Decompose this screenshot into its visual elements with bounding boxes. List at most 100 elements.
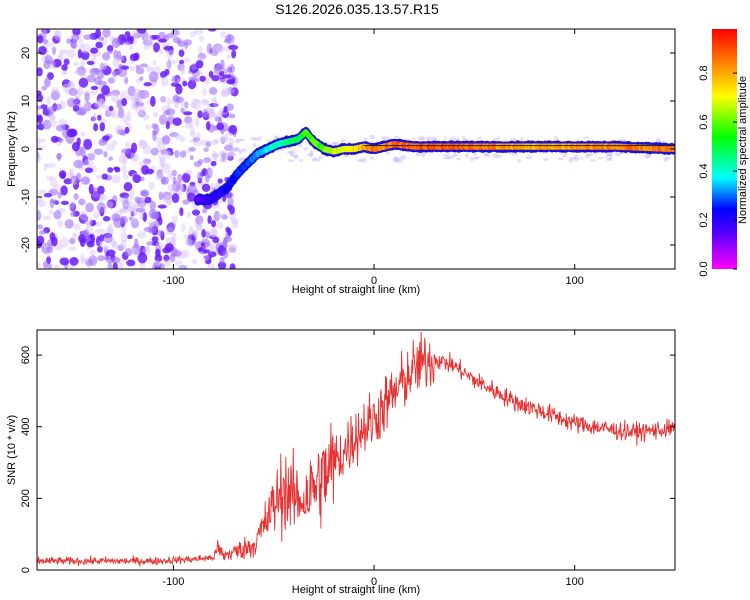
- noise-speck: [313, 156, 317, 162]
- noise-speck: [412, 137, 416, 141]
- noise-speck: [188, 225, 194, 236]
- noise-speck: [110, 92, 119, 103]
- noise-speck: [228, 113, 236, 119]
- noise-speck: [53, 210, 62, 220]
- noise-speck: [182, 249, 190, 258]
- noise-speck: [400, 155, 407, 160]
- noise-speck: [297, 143, 303, 148]
- noise-speck: [111, 174, 121, 184]
- noise-speck: [101, 85, 110, 96]
- noise-speck: [152, 59, 157, 66]
- noise-speck: [358, 158, 363, 162]
- noise-speck: [220, 90, 230, 98]
- noise-speck: [207, 263, 216, 269]
- noise-speck: [207, 29, 217, 32]
- noise-speck: [393, 156, 401, 162]
- noise-speck: [201, 98, 209, 104]
- noise-speck: [191, 258, 198, 265]
- noise-speck: [46, 162, 56, 168]
- noise-speck: [80, 253, 85, 264]
- noise-speck: [83, 221, 90, 226]
- noise-speck: [170, 82, 180, 87]
- snr-y-label: SNR (10 * v/v): [6, 415, 18, 485]
- noise-speck: [102, 29, 111, 38]
- noise-speck: [139, 90, 150, 99]
- noise-speck: [139, 261, 146, 269]
- noise-speck: [143, 82, 152, 87]
- x-tick-label: -100: [162, 576, 184, 588]
- noise-speck: [148, 71, 159, 83]
- noise-speck: [446, 156, 454, 160]
- noise-speck: [199, 75, 206, 82]
- noise-speck: [163, 259, 172, 267]
- noise-speck: [96, 93, 106, 105]
- noise-speck: [84, 167, 94, 174]
- noise-speck: [183, 123, 193, 129]
- noise-speck: [163, 46, 174, 51]
- noise-speck: [89, 249, 96, 256]
- noise-speck: [149, 200, 156, 211]
- noise-speck: [180, 222, 186, 233]
- noise-speck: [443, 157, 449, 160]
- noise-speck: [95, 174, 103, 180]
- noise-speck: [85, 152, 96, 159]
- noise-speck: [574, 157, 579, 162]
- noise-speck: [172, 176, 177, 185]
- noise-speck: [123, 201, 131, 207]
- noise-speck: [206, 167, 213, 179]
- noise-speck: [111, 37, 121, 49]
- noise-speck: [111, 89, 121, 96]
- noise-speck: [118, 197, 128, 203]
- snr-series: [37, 331, 675, 567]
- noise-speck: [171, 169, 177, 177]
- noise-speck: [42, 39, 49, 44]
- noise-speck: [106, 201, 114, 209]
- noise-speck: [211, 150, 218, 160]
- noise-speck: [183, 234, 189, 239]
- noise-speck: [118, 154, 128, 164]
- noise-speck: [83, 102, 89, 109]
- noise-speck: [212, 153, 222, 158]
- noise-speck: [219, 150, 227, 156]
- noise-speck: [584, 154, 591, 158]
- noise-speck: [415, 151, 421, 157]
- noise-speck: [60, 124, 70, 131]
- noise-speck: [586, 153, 594, 157]
- noise-speck: [127, 85, 136, 97]
- noise-speck: [140, 140, 148, 148]
- noise-speck: [229, 263, 236, 269]
- noise-speck: [135, 101, 145, 107]
- noise-speck: [47, 106, 55, 116]
- noise-speck: [145, 65, 153, 73]
- noise-speck: [165, 236, 176, 244]
- noise-speck: [78, 77, 89, 88]
- noise-speck: [53, 263, 60, 269]
- noise-speck: [59, 237, 69, 248]
- noise-speck: [197, 220, 203, 230]
- noise-speck: [221, 214, 228, 220]
- noise-speck: [78, 38, 84, 50]
- noise-speck: [108, 105, 114, 112]
- noise-speck: [180, 136, 186, 143]
- noise-speck: [215, 182, 221, 188]
- noise-speck: [236, 138, 244, 142]
- noise-speck: [140, 190, 149, 197]
- noise-speck: [37, 93, 44, 102]
- noise-speck: [190, 102, 198, 109]
- noise-speck: [121, 97, 128, 107]
- noise-speck: [619, 152, 623, 155]
- x-tick-label: 100: [566, 576, 584, 588]
- noise-speck: [102, 52, 111, 61]
- noise-speck: [306, 153, 313, 156]
- snr-line-path: [37, 331, 675, 567]
- noise-speck: [80, 51, 90, 61]
- noise-speck: [164, 243, 174, 252]
- spectrogram-track: [194, 126, 675, 206]
- noise-speck: [456, 157, 461, 161]
- noise-speck: [222, 74, 232, 79]
- noise-speck: [43, 162, 48, 171]
- noise-speck: [60, 123, 66, 133]
- noise-speck: [127, 234, 133, 240]
- noise-speck: [96, 202, 106, 213]
- noise-speck: [224, 87, 235, 95]
